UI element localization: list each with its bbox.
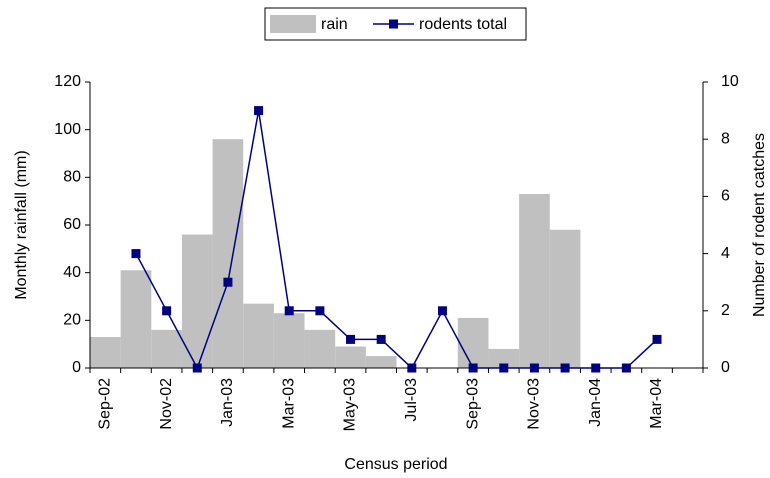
legend-label: rain	[321, 16, 348, 33]
y-axis-title: Monthly rainfall (mm)	[13, 150, 30, 299]
bar	[243, 303, 274, 368]
marker	[499, 363, 509, 373]
marker	[376, 334, 386, 344]
marker	[621, 363, 631, 373]
x-axis-title: Census period	[344, 456, 447, 473]
x-tick-label: Mar-03	[280, 378, 297, 429]
x-tick-label: Jul-03	[403, 378, 420, 422]
bar	[457, 317, 489, 368]
marker	[652, 334, 662, 344]
y-tick-label: 100	[54, 121, 81, 138]
bar	[151, 329, 182, 368]
bar	[519, 194, 550, 368]
marker	[560, 363, 570, 373]
y2-tick-label: 8	[721, 130, 730, 147]
bar	[365, 356, 397, 368]
legend-label: rodents total	[419, 16, 507, 33]
x-tick-label: Mar-04	[648, 378, 665, 429]
y-tick-label: 20	[63, 312, 81, 329]
y2-tick-label: 0	[721, 359, 730, 376]
marker	[162, 306, 172, 316]
bar	[549, 229, 581, 368]
y2-tick-label: 4	[721, 245, 730, 262]
bar	[304, 329, 336, 368]
legend-swatch	[270, 15, 316, 33]
x-tick-label: Sep-03	[464, 378, 481, 430]
y-tick-label: 120	[54, 73, 81, 90]
marker	[315, 306, 325, 316]
bar	[120, 270, 152, 368]
bar	[90, 337, 121, 368]
marker	[284, 306, 294, 316]
marker	[468, 363, 478, 373]
x-tick-label: Nov-03	[526, 378, 543, 430]
y-tick-label: 0	[72, 359, 81, 376]
y2-axis-title: Number of rodent catches	[751, 133, 768, 317]
x-tick-label: Jan-03	[219, 378, 236, 427]
marker	[223, 277, 233, 287]
x-tick-label: May-03	[342, 378, 359, 431]
marker	[437, 306, 447, 316]
y2-tick-label: 10	[721, 73, 739, 90]
marker	[591, 363, 601, 373]
line	[135, 110, 658, 370]
marker	[254, 106, 264, 116]
y2-tick-label: 2	[721, 302, 730, 319]
y-tick-label: 40	[63, 264, 81, 281]
bar	[273, 313, 305, 368]
x-tick-label: Nov-02	[158, 378, 175, 430]
marker	[529, 363, 539, 373]
bar	[488, 348, 520, 368]
marker	[407, 363, 417, 373]
bar	[181, 234, 213, 368]
y-tick-label: 80	[63, 169, 81, 186]
marker	[131, 249, 141, 259]
bar	[335, 346, 366, 368]
y-tick-label: 60	[63, 216, 81, 233]
legend-marker	[389, 19, 398, 29]
y2-tick-label: 6	[721, 188, 730, 205]
x-tick-label: Jan-04	[587, 378, 604, 427]
marker	[346, 334, 356, 344]
x-tick-label: Sep-02	[97, 378, 114, 430]
marker	[192, 363, 202, 373]
bar	[212, 139, 244, 368]
